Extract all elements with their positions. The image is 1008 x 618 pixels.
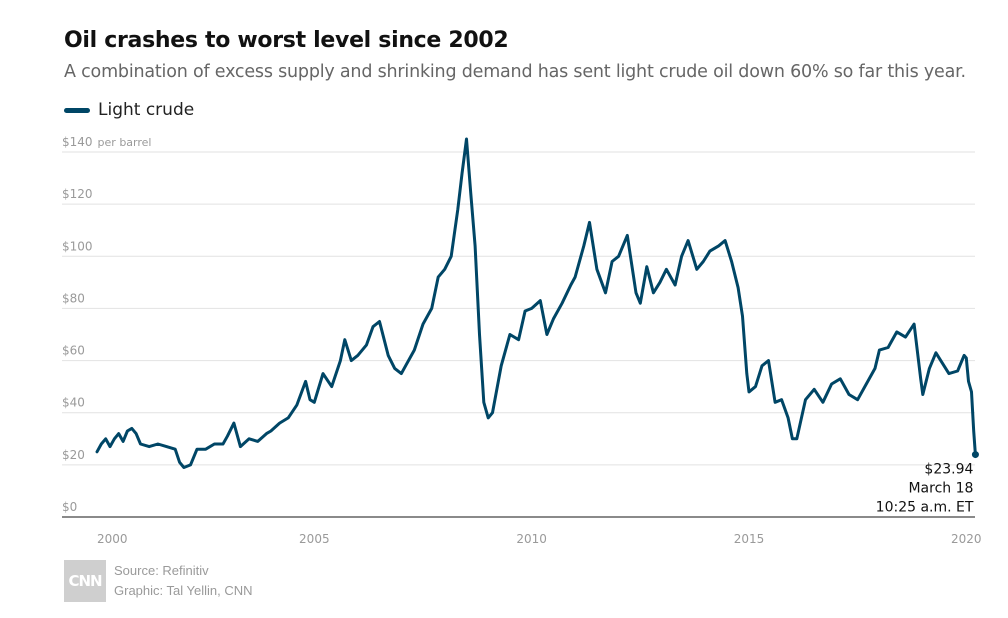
y-axis-labels: $0 $20 $40 $60 $80 $100 $120 $140 per barrel xyxy=(62,135,151,514)
y-tick-label: $60 xyxy=(62,344,85,358)
y-tick-label: $0 xyxy=(62,500,77,514)
x-tick-label: 2015 xyxy=(734,532,765,546)
graphic-credit: Graphic: Tal Yellin, CNN xyxy=(114,583,253,598)
legend: Light crude xyxy=(64,100,194,120)
y-unit-label: per barrel xyxy=(98,136,152,149)
footer: CNN Source: Refinitiv Graphic: Tal Yelli… xyxy=(64,560,253,602)
x-tick-label: 2005 xyxy=(299,532,330,546)
y-tick-label: $120 xyxy=(62,187,93,201)
y-tick-label: $20 xyxy=(62,448,85,462)
x-axis-labels: 2000 2005 2010 2015 2020 xyxy=(97,532,982,546)
credits: Source: Refinitiv Graphic: Tal Yellin, C… xyxy=(114,561,253,601)
y-tick-label: $40 xyxy=(62,396,85,410)
annotation-time: 10:25 a.m. ET xyxy=(876,500,974,516)
x-tick-label: 2010 xyxy=(516,532,547,546)
end-point-marker xyxy=(971,451,979,459)
annotation-value: $23.94 xyxy=(924,462,973,478)
y-tick-label: $80 xyxy=(62,291,85,305)
x-tick-label: 2000 xyxy=(97,532,128,546)
grid-lines xyxy=(62,151,975,466)
chart-title: Oil crashes to worst level since 2002 xyxy=(64,28,509,53)
y-tick-label: $100 xyxy=(62,239,93,253)
line-chart: $0 $20 $40 $60 $80 $100 $120 $140 per barrel 200… xyxy=(62,135,982,546)
x-tick-label: 2020 xyxy=(951,532,982,546)
cnn-logo: CNN xyxy=(64,560,106,602)
legend-swatch xyxy=(64,107,90,113)
annotation-date: March 18 xyxy=(908,481,973,497)
chart-subtitle: A combination of excess supply and shrin… xyxy=(64,62,966,82)
source-credit: Source: Refinitiv xyxy=(114,563,209,578)
y-tick-label: $140 per barrel xyxy=(62,135,151,149)
series-line-light-crude xyxy=(95,137,977,469)
legend-label: Light crude xyxy=(98,100,195,120)
